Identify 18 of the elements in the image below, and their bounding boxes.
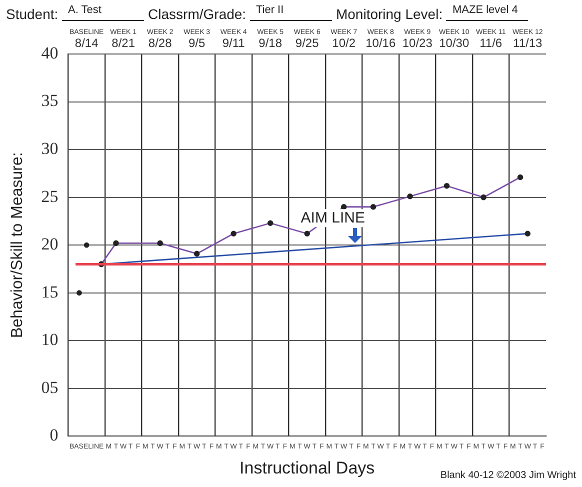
y-tick-label: 20 <box>41 234 58 254</box>
y-tick-label: 0 <box>50 426 58 445</box>
y-tick-label: 05 <box>41 378 58 397</box>
text: Blank 40-12 ©2003 Jim Wright <box>440 470 576 481</box>
y-tick-label: 10 <box>41 330 58 350</box>
y-tick-label: 35 <box>41 91 58 110</box>
x-axis-title: Instructional Days <box>240 458 375 478</box>
annotation: AIM LINE <box>300 210 365 227</box>
point <box>84 242 90 248</box>
y-tick-label: 25 <box>41 186 58 206</box>
y-tick-label: 40 <box>41 43 58 62</box>
point <box>76 290 82 296</box>
text: Classrm/Grade: Tier II <box>148 4 285 22</box>
text: Monitoring Level: MAZE level 4 <box>336 4 519 22</box>
text: Student: A. Test <box>6 4 102 22</box>
y-tick-label: 30 <box>41 139 58 158</box>
y-tick-label: 15 <box>41 282 58 302</box>
y-axis-title: Behavior/Skill to Measure: <box>9 152 26 338</box>
